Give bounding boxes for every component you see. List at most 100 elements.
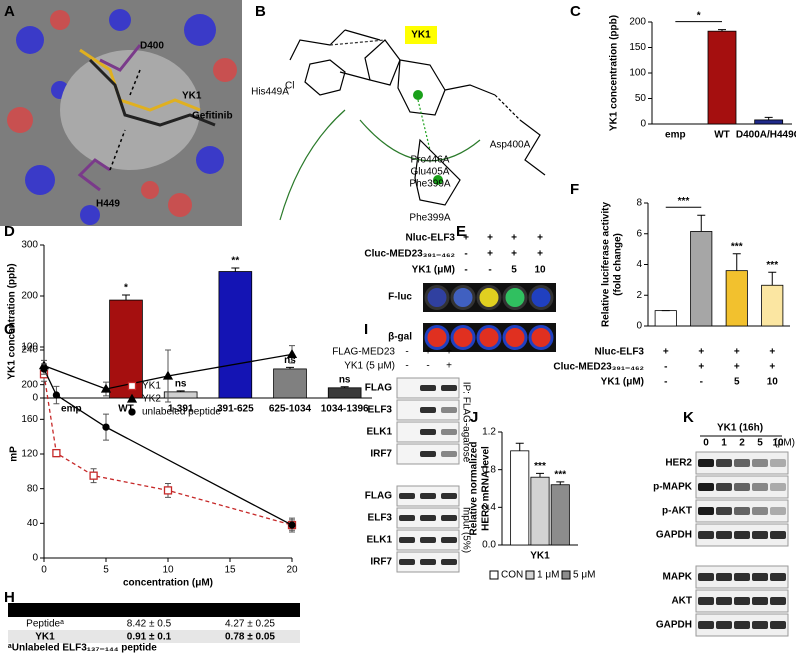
well <box>502 285 528 310</box>
legend-label: CON <box>501 570 523 581</box>
blot-band <box>441 407 457 413</box>
condition-value: - <box>464 265 467 276</box>
significance-label: ns <box>175 379 187 390</box>
row-label: ELK1 <box>366 427 392 438</box>
x-tick-label: WT <box>714 130 730 141</box>
table-cell: 0.78 ± 0.05 <box>225 632 275 643</box>
error-bar <box>697 214 706 232</box>
lane-label: 0 <box>703 438 709 449</box>
bar <box>109 299 143 399</box>
row-label: p-MAPK <box>653 482 693 493</box>
blot-band <box>441 451 457 457</box>
y-tick-label: 0 <box>32 393 38 404</box>
blot-band <box>752 531 768 539</box>
y-tick-label: 100 <box>21 342 38 353</box>
x-tick-label: 20 <box>286 565 298 576</box>
row-label: p-AKT <box>662 506 692 517</box>
significance-label: ** <box>231 256 239 267</box>
blot-band <box>698 507 714 515</box>
y-tick-label: 200 <box>21 291 38 302</box>
x-tick-label: emp <box>665 130 686 141</box>
condition-value: - <box>664 377 667 388</box>
error-bar <box>231 267 240 272</box>
condition-value: + <box>769 347 775 358</box>
well <box>528 285 554 310</box>
well <box>424 285 450 310</box>
condition-value: 10 <box>534 265 546 276</box>
blot-band <box>441 515 457 521</box>
marker <box>288 521 296 529</box>
blot-band <box>734 573 750 581</box>
x-tick-label: D400A/H449G <box>736 130 796 141</box>
error-bar <box>286 366 294 369</box>
y-axis-label: YK1 concentration (ppb) <box>7 263 18 379</box>
bar <box>273 368 307 399</box>
blot-band <box>752 507 768 515</box>
blot-band <box>420 537 436 543</box>
y-tick-label: 160 <box>21 414 38 425</box>
bar <box>530 476 550 546</box>
atom-label: Cl <box>285 81 294 92</box>
bar <box>761 284 784 327</box>
table-cell: 8.42 ± 0.5 <box>127 619 172 630</box>
blot-band <box>752 573 768 581</box>
marker <box>126 393 138 403</box>
blot-band <box>698 621 714 629</box>
panel-label: E <box>456 223 466 240</box>
x-tick-label: 1-391 <box>168 404 194 415</box>
y-tick-label: 4 <box>636 259 642 270</box>
marker <box>162 370 174 380</box>
bar <box>690 231 713 327</box>
y-tick-label: 50 <box>635 93 647 104</box>
row-label: FLAG <box>365 383 392 394</box>
significance-label: ns <box>339 374 351 385</box>
blot-band <box>716 531 732 539</box>
y-tick-label: 2 <box>636 290 642 301</box>
residue-label: His449A <box>251 87 289 98</box>
condition-label: Cluc-MED23₃₉₁₋₄₆₂ <box>364 249 455 260</box>
blot-band <box>441 537 457 543</box>
row-label: HER2 <box>665 458 692 469</box>
legend-label: 5 μM <box>573 570 595 581</box>
blot-band <box>752 597 768 605</box>
bar <box>510 450 530 546</box>
y-tick-label: 8 <box>636 198 642 209</box>
error-bar <box>768 271 777 286</box>
well <box>450 285 476 310</box>
y-tick-label: 80 <box>27 483 39 494</box>
y-axis-label: Relative normalized <box>469 442 480 536</box>
panel-label: H <box>4 589 15 606</box>
error-bar <box>122 294 130 301</box>
legend-label: YK1 <box>142 381 161 392</box>
row-label: AKT <box>671 596 692 607</box>
y-tick-label: 150 <box>629 42 646 53</box>
blot-band <box>734 597 750 605</box>
table-header-cell: Kᵢ ± S.D. (μM) <box>218 605 281 616</box>
blot-band <box>420 429 436 435</box>
x-tick-label: 15 <box>224 565 236 576</box>
error-bar <box>764 116 773 120</box>
marker <box>127 381 137 391</box>
y-axis-label: YK1 concentration (ppb) <box>609 15 620 131</box>
surface-atoms <box>7 9 237 225</box>
residue-label: Pro446A <box>411 155 450 166</box>
row-label: F-luc <box>388 292 412 303</box>
condition-value: + <box>734 362 740 373</box>
condition-label: Nluc-ELF3 <box>406 233 456 244</box>
condition-value: + <box>487 233 493 244</box>
error-bar <box>556 481 565 485</box>
structure-label: H449 <box>96 199 120 210</box>
blot-band <box>716 597 732 605</box>
error-bar <box>515 442 524 451</box>
compound-label: YK1 <box>411 30 431 41</box>
blot-band <box>420 559 436 565</box>
row-label: MAPK <box>663 572 693 583</box>
residue-label: Asp400A <box>490 140 531 151</box>
table-cell: Peptideᵃ <box>26 619 64 630</box>
marker <box>128 408 136 416</box>
structure-label: YK1 <box>182 91 202 102</box>
condition-value: - <box>405 361 408 372</box>
bar <box>707 30 737 125</box>
blot-band <box>770 597 786 605</box>
